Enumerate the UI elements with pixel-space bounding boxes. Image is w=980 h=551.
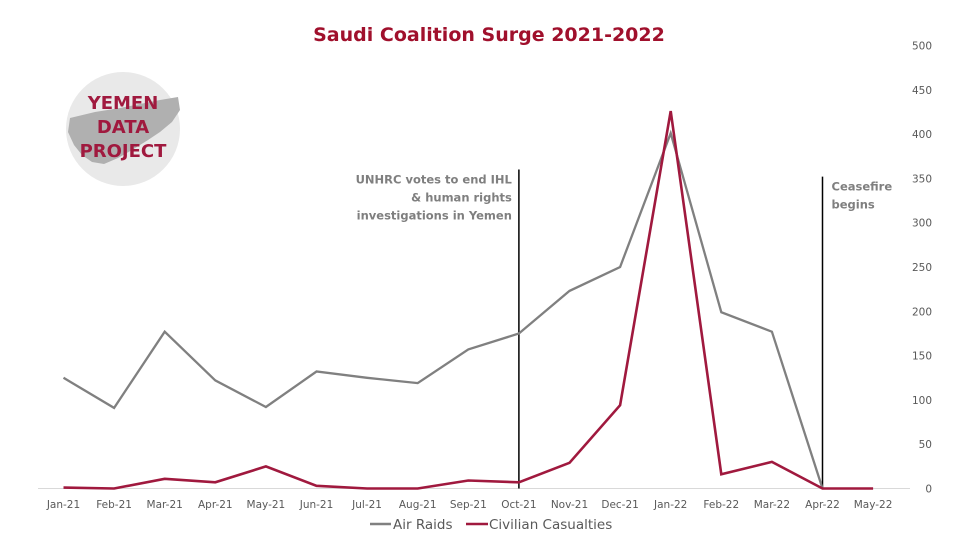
x-tick-label: Aug-21	[399, 499, 437, 511]
annotation-text: Ceasefire	[832, 180, 893, 194]
y-tick-label: 450	[912, 85, 932, 97]
y-tick-label: 250	[912, 262, 932, 274]
x-tick-label: Mar-22	[754, 499, 790, 511]
legend: Air Raids Civilian Casualties	[370, 517, 612, 533]
x-tick-label: Mar-21	[147, 499, 183, 511]
series-line-air-raids	[62, 129, 824, 489]
series-line-civilian-casualties	[63, 110, 874, 490]
x-tick-label: Jan-21	[46, 499, 80, 511]
x-tick-label: May-21	[247, 499, 286, 511]
x-tick-label: Oct-21	[501, 499, 536, 511]
annotation-text: begins	[832, 198, 875, 212]
yemen-data-project-logo: YEMEN DATA PROJECT	[66, 72, 180, 186]
x-tick-label: Feb-22	[703, 499, 739, 511]
y-tick-label: 400	[912, 129, 932, 141]
y-tick-label: 200	[912, 306, 932, 318]
annotation-text: & human rights	[411, 191, 512, 205]
x-tick-label: May-22	[854, 499, 893, 511]
y-axis: 0 50 100 150 200 250 300 350 400 450 500	[912, 41, 932, 496]
x-tick-label: Apr-22	[805, 499, 840, 511]
x-tick-label: Jan-22	[653, 499, 687, 511]
logo-line-project: PROJECT	[80, 141, 168, 162]
y-tick-label: 150	[912, 351, 932, 363]
annotation-text: UNHRC votes to end IHL	[356, 173, 513, 187]
x-tick-label: Sep-21	[450, 499, 487, 511]
annotations: UNHRC votes to end IHL & human rights inve…	[356, 169, 893, 489]
legend-label-civilian-casualties: Civilian Casualties	[489, 517, 612, 533]
x-tick-label: Feb-21	[96, 499, 132, 511]
x-axis: Jan-21 Feb-21 Mar-21 Apr-21 May-21 Jun-21 Jul-…	[46, 499, 893, 511]
logo-line-data: DATA	[97, 117, 149, 138]
x-tick-label: Jul-21	[351, 499, 382, 511]
x-tick-label: Nov-21	[551, 499, 588, 511]
yemen-map-icon	[68, 97, 180, 164]
y-tick-label: 350	[912, 173, 932, 185]
chart-title: Saudi Coalition Surge 2021-2022	[313, 24, 665, 46]
x-tick-label: Dec-21	[601, 499, 638, 511]
y-tick-label: 100	[912, 395, 932, 407]
y-tick-label: 300	[912, 218, 932, 230]
legend-label-air-raids: Air Raids	[393, 517, 453, 533]
x-tick-label: Apr-21	[198, 499, 233, 511]
x-tick-label: Jun-21	[299, 499, 334, 511]
logo-line-yemen: YEMEN	[87, 93, 159, 114]
annotation-text: investigations in Yemen	[357, 209, 512, 223]
y-tick-label: 500	[912, 41, 932, 53]
series-group	[62, 110, 874, 490]
y-tick-label: 0	[925, 484, 932, 496]
y-tick-label: 50	[919, 439, 932, 451]
